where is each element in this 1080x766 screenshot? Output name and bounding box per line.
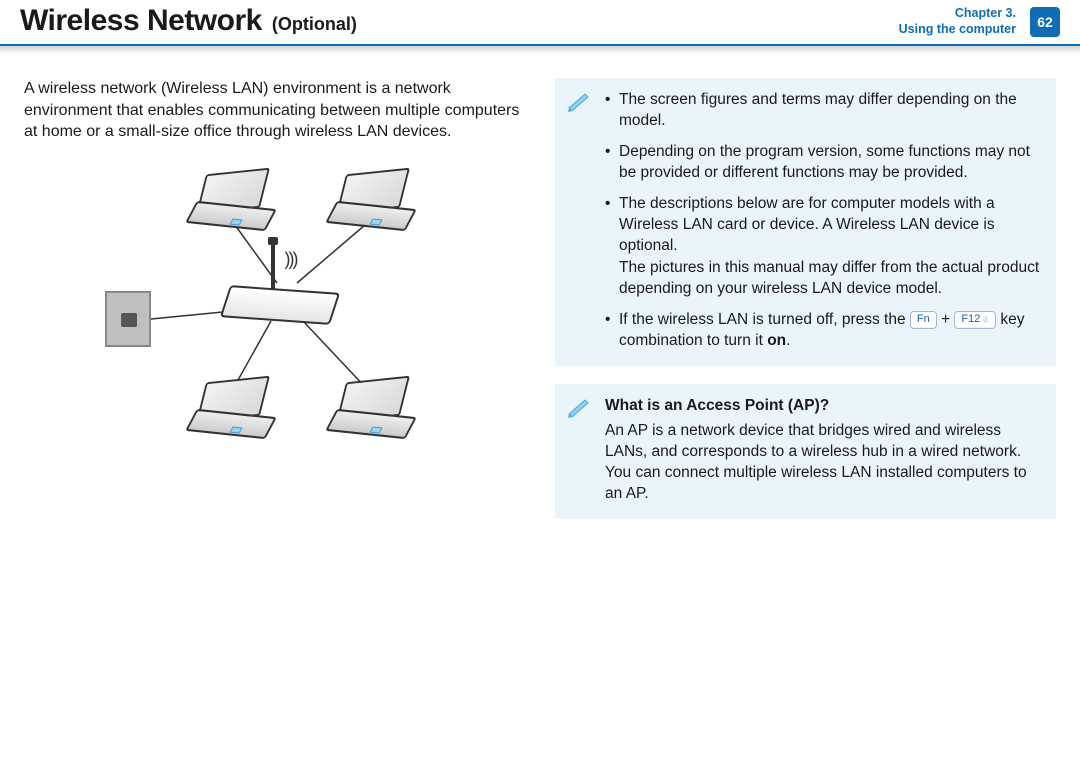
- left-column: A wireless network (Wireless LAN) enviro…: [24, 78, 525, 519]
- network-diagram: ))): [65, 163, 485, 453]
- note-text: Depending on the program version, some f…: [619, 143, 1030, 181]
- note-text: The screen figures and terms may differ …: [619, 91, 1017, 129]
- note-box-info: The screen figures and terms may differ …: [555, 78, 1056, 366]
- note-icon: [567, 90, 591, 112]
- key-label: F12: [961, 313, 980, 325]
- laptop-icon: [331, 379, 421, 439]
- page-subtitle: (Optional): [272, 14, 357, 35]
- note-text: .: [786, 332, 790, 349]
- laptop-icon: [331, 171, 421, 231]
- note-text-bold: on: [767, 332, 786, 349]
- page-title: Wireless Network: [20, 4, 262, 38]
- note-text: If the wireless LAN is turned off, press…: [619, 311, 910, 328]
- ap-heading: What is an Access Point (AP)?: [605, 396, 1040, 417]
- page-header: Wireless Network (Optional) Chapter 3. U…: [0, 0, 1080, 44]
- note-bullet: Depending on the program version, some f…: [605, 142, 1040, 184]
- chapter-text: Chapter 3. Using the computer: [899, 6, 1016, 37]
- wall-plate-icon: [105, 291, 151, 347]
- laptop-icon: [191, 171, 281, 231]
- note-icon: [567, 396, 591, 418]
- content-columns: A wireless network (Wireless LAN) enviro…: [0, 54, 1080, 519]
- right-column: The screen figures and terms may differ …: [555, 78, 1056, 519]
- note-bullet: The descriptions below are for computer …: [605, 194, 1040, 301]
- note-box-ap: What is an Access Point (AP)? An AP is a…: [555, 384, 1056, 519]
- f12-key-icon: F12 ⎀: [954, 311, 996, 329]
- chapter-line-1: Chapter 3.: [899, 6, 1016, 22]
- chapter-block: Chapter 3. Using the computer 62: [899, 6, 1060, 37]
- ap-body: An AP is a network device that bridges w…: [605, 421, 1040, 505]
- fn-key-icon: Fn: [910, 311, 937, 329]
- page-number-badge: 62: [1030, 7, 1060, 37]
- note-text: The descriptions below are for computer …: [619, 195, 995, 254]
- chapter-line-2: Using the computer: [899, 22, 1016, 38]
- router-icon: ))): [225, 281, 335, 325]
- laptop-icon: [191, 379, 281, 439]
- note-bullet: If the wireless LAN is turned off, press…: [605, 310, 1040, 352]
- header-rule: [0, 44, 1080, 54]
- note-text: The pictures in this manual may differ f…: [619, 258, 1040, 300]
- intro-paragraph: A wireless network (Wireless LAN) enviro…: [24, 78, 525, 143]
- title-block: Wireless Network (Optional): [20, 4, 357, 38]
- plus-text: +: [941, 311, 954, 328]
- note-bullet: The screen figures and terms may differ …: [605, 90, 1040, 132]
